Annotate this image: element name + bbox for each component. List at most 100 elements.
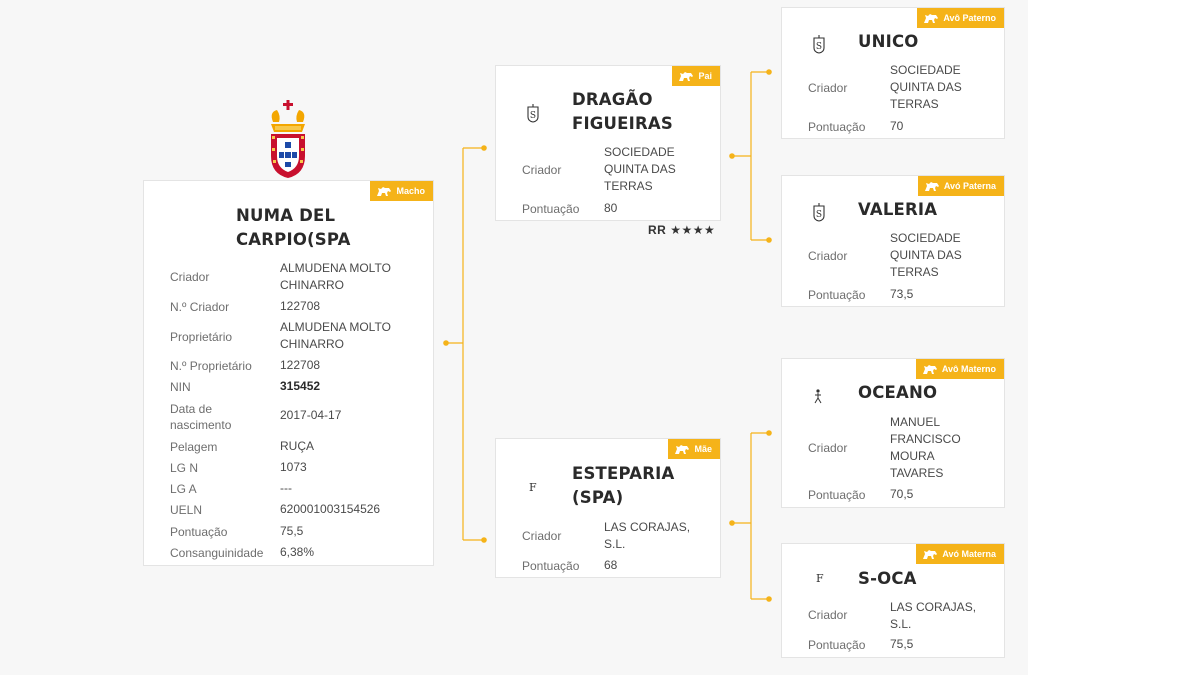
- horse-icon: [923, 550, 938, 559]
- pat-grandsire-name: UNICO: [858, 32, 919, 51]
- svg-text:S: S: [816, 210, 822, 220]
- value-consanguinidade: 6,38%: [280, 545, 315, 559]
- horse-name-line-2: CARPIO(SPA: [236, 230, 351, 249]
- main-horse-card[interactable]: Macho NUMA DEL CARPIO(SPA Criador ALMUDE…: [143, 180, 434, 566]
- badge-label: Pai: [698, 71, 712, 81]
- brand-walker-icon: [809, 385, 827, 407]
- sire-label-criador: Criador: [522, 163, 562, 177]
- dam-name-line-1: ESTEPARIA: [572, 464, 675, 483]
- horse-icon: [924, 14, 939, 23]
- value-pelagem: RUÇA: [280, 439, 315, 453]
- sire-badge: Pai: [672, 66, 720, 86]
- value-lg-n: 1073: [280, 460, 307, 474]
- svg-text:S: S: [816, 42, 822, 52]
- label-data-nascimento-2: nascimento: [170, 418, 232, 432]
- maternal-grandsire-badge: Avô Materno: [915, 359, 1004, 379]
- value-proprietario-1: ALMUDENA MOLTO: [280, 320, 391, 334]
- dam-label-pontuacao: Pontuação: [522, 559, 580, 573]
- sire-name-line-1: DRAGÃO: [572, 90, 653, 109]
- pat-granddam-label-criador: Criador: [808, 249, 848, 263]
- brand-f-icon: F: [529, 481, 537, 494]
- horse-icon: [922, 365, 937, 374]
- rating-label: RR: [648, 223, 667, 237]
- dam-criador-1: LAS CORAJAS,: [604, 520, 691, 534]
- mat-grandsire-name: OCEANO: [858, 383, 938, 402]
- dam-pontuacao: 68: [604, 558, 618, 572]
- badge-label: Macho: [396, 186, 425, 196]
- dam-label-criador: Criador: [522, 529, 562, 543]
- pat-granddam-criador-2: QUINTA DAS: [890, 248, 962, 262]
- mat-granddam-label-criador: Criador: [808, 608, 848, 622]
- brand-s-icon: S: [810, 33, 828, 55]
- dam-criador-2: S.L.: [604, 537, 626, 551]
- value-ueln: 620001003154526: [280, 502, 381, 516]
- paternal-granddam-card[interactable]: Avó Paterna S VALERIA Criador SOCIEDADE …: [781, 175, 1005, 307]
- mat-grandsire-criador-2: FRANCISCO: [890, 432, 961, 446]
- label-n-criador: N.º Criador: [170, 300, 230, 314]
- brand-f-icon: F: [816, 572, 824, 585]
- sex-badge: Macho: [370, 181, 433, 201]
- badge-label: Avó Materna: [942, 549, 996, 559]
- label-lg-a: LG A: [170, 482, 197, 496]
- royal-crest-icon: [271, 100, 305, 178]
- maternal-granddam-card[interactable]: Avó Materna F S-OCA Criador LAS CORAJAS,…: [781, 543, 1005, 658]
- mat-granddam-name: S-OCA: [858, 569, 917, 588]
- maternal-granddam-badge: Avó Materna: [916, 544, 1004, 564]
- pat-grandsire-criador-3: TERRAS: [890, 97, 939, 111]
- rating-stars: ★★★★: [670, 223, 716, 237]
- paternal-grandsire-badge: Avô Paterno: [917, 8, 1004, 28]
- pat-granddam-pontuacao: 73,5: [890, 287, 914, 301]
- value-pontuacao: 75,5: [280, 524, 304, 538]
- badge-label: Avô Paterno: [943, 13, 996, 23]
- pat-granddam-criador-1: SOCIEDADE: [890, 231, 961, 245]
- mat-grandsire-criador-4: TAVARES: [890, 466, 944, 480]
- dam-card[interactable]: Mãe F ESTEPARIA (SPA) Criador LAS CORAJA…: [495, 438, 721, 578]
- label-pontuacao: Pontuação: [170, 525, 228, 539]
- brand-s-icon: S: [524, 102, 542, 124]
- label-criador: Criador: [170, 270, 210, 284]
- value-data-nascimento: 2017-04-17: [280, 408, 342, 422]
- pat-grandsire-label-criador: Criador: [808, 81, 848, 95]
- mat-granddam-criador-1: LAS CORAJAS,: [890, 600, 977, 614]
- right-margin: [1028, 0, 1200, 675]
- sire-criador-3: TERRAS: [604, 179, 653, 193]
- badge-label: Mãe: [694, 444, 712, 454]
- sire-card[interactable]: Pai S DRAGÃO FIGUEIRAS Criador SOCIEDADE…: [495, 65, 721, 221]
- sire-criador-1: SOCIEDADE: [604, 145, 675, 159]
- mat-grandsire-label-pontuacao: Pontuação: [808, 488, 866, 502]
- brand-s-icon: S: [810, 201, 828, 223]
- horse-icon: [924, 182, 939, 191]
- pat-grandsire-label-pontuacao: Pontuação: [808, 120, 866, 134]
- sire-name-line-2: FIGUEIRAS: [572, 114, 673, 133]
- mat-grandsire-criador-3: MOURA: [890, 449, 935, 463]
- mat-grandsire-criador-1: MANUEL: [890, 415, 941, 429]
- pat-grandsire-criador-2: QUINTA DAS: [890, 80, 962, 94]
- pat-grandsire-pontuacao: 70: [890, 119, 904, 133]
- mat-granddam-criador-2: S.L.: [890, 617, 912, 631]
- sire-rating: RR ★★★★: [648, 223, 715, 237]
- value-proprietario-2: CHINARRO: [280, 337, 345, 351]
- horse-icon: [675, 445, 690, 454]
- label-consanguinidade: Consanguinidade: [170, 546, 264, 560]
- label-data-nascimento-1: Data de: [170, 402, 213, 416]
- label-nin: NIN: [170, 380, 191, 394]
- horse-name-line-1: NUMA DEL: [236, 206, 336, 225]
- mat-grandsire-pontuacao: 70,5: [890, 487, 914, 501]
- value-nin: 315452: [280, 379, 321, 393]
- mat-granddam-pontuacao: 75,5: [890, 637, 914, 651]
- horse-icon: [679, 72, 694, 81]
- svg-text:S: S: [530, 111, 536, 121]
- dam-badge: Mãe: [668, 439, 720, 459]
- sire-criador-2: QUINTA DAS: [604, 162, 676, 176]
- label-ueln: UELN: [170, 503, 203, 517]
- label-pelagem: Pelagem: [170, 440, 218, 454]
- paternal-granddam-badge: Avó Paterna: [917, 176, 1004, 196]
- paternal-grandsire-card[interactable]: Avô Paterno S UNICO Criador SOCIEDADE QU…: [781, 7, 1005, 139]
- label-n-proprietario: N.º Proprietário: [170, 359, 252, 373]
- sire-label-pontuacao: Pontuação: [522, 202, 580, 216]
- maternal-grandsire-card[interactable]: Avô Materno OCEANO Criador MANUEL FRANCI…: [781, 358, 1005, 508]
- label-proprietario: Proprietário: [170, 330, 233, 344]
- label-lg-n: LG N: [170, 461, 199, 475]
- badge-label: Avó Paterna: [943, 181, 996, 191]
